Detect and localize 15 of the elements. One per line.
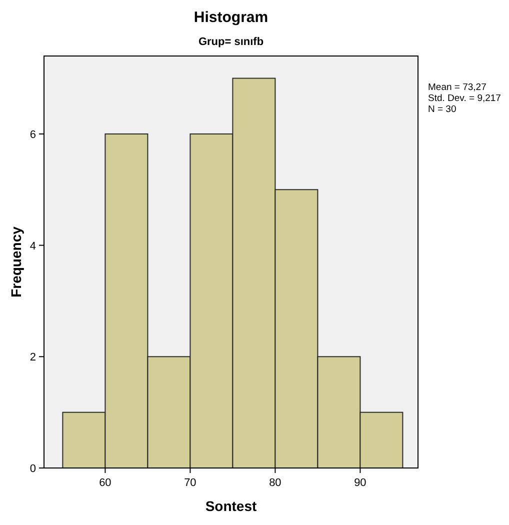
text: Std. Dev. = 9,217 [428, 93, 501, 104]
x-tick-label: 80 [269, 477, 282, 489]
x-axis-title: Sontest [205, 498, 258, 514]
text: N = 30 [428, 104, 456, 115]
x-tick-label: 90 [354, 477, 366, 489]
y-tick-label: 4 [30, 240, 36, 252]
y-tick-label: 6 [30, 128, 36, 141]
y-tick-label: 0 [30, 463, 36, 475]
y-axis-title: Frequency [8, 226, 24, 298]
chart-subtitle: Grup= sınıfb [198, 36, 264, 48]
x-tick-label: 70 [184, 477, 196, 489]
text: Mean = 73,27 [428, 82, 486, 93]
y-tick-label: 2 [30, 352, 36, 364]
chart-title: Histogram [194, 9, 268, 26]
x-tick-label: 60 [99, 477, 112, 489]
